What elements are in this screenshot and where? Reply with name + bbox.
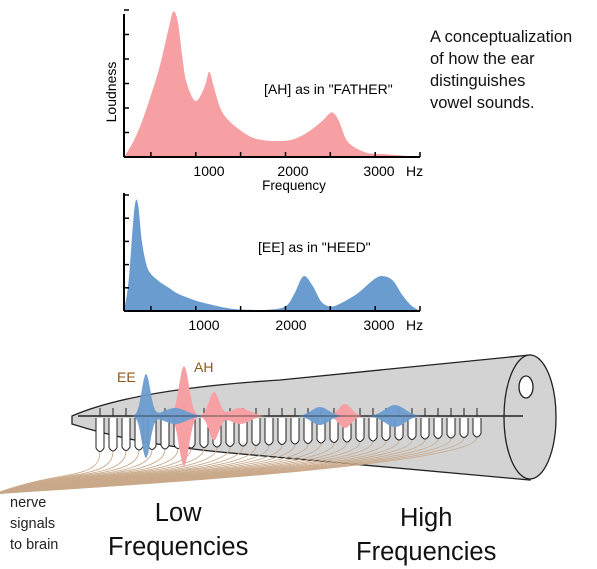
hair-cells	[95, 408, 482, 452]
high-frequencies-label: High Frequencies	[356, 501, 496, 569]
caption-line: distinguishes	[430, 72, 526, 90]
ah-ylabel: Loudness	[103, 62, 119, 123]
nerve-fibers	[0, 437, 478, 494]
hair-cell	[420, 418, 430, 440]
ee-tick-label-3000: 3000	[363, 317, 394, 333]
caption-line: A conceptualization	[430, 28, 573, 46]
low-label-line: Low	[154, 499, 202, 527]
ah-tick-label-1000: 1000	[193, 163, 224, 179]
low-frequencies-label: Low Frequencies	[108, 496, 248, 564]
hair-cell	[225, 418, 235, 447]
hair-cell	[277, 418, 287, 445]
hair-cell	[446, 418, 456, 439]
diagram-caption: A conceptualization of how the ear disti…	[430, 26, 595, 114]
hair-cell	[433, 418, 443, 439]
hair-cell	[251, 418, 261, 446]
hair-cell	[121, 418, 131, 451]
hair-cell	[95, 418, 105, 452]
ah-x-ticks	[150, 152, 421, 157]
high-label-line: Frequencies	[356, 538, 497, 566]
ah-spectrum-area	[124, 11, 420, 158]
ah-spectrum-chart: Loudness Frequency 1000 2000 3000 Hz [AH…	[103, 9, 423, 193]
hair-cell	[459, 418, 469, 438]
nerve-label-line: nerve	[10, 495, 47, 511]
ee-tick-label-1000: 1000	[188, 317, 219, 333]
hair-cell	[368, 418, 378, 442]
ah-xlabel: Frequency	[262, 178, 326, 193]
ah-vowel-label: [AH] as in "FATHER"	[264, 81, 393, 97]
ah-tick-label-3000: 3000	[363, 163, 394, 179]
nerve-fiber	[0, 447, 218, 493]
ah-tick-label-2000: 2000	[277, 163, 308, 179]
caption-line: vowel sounds.	[430, 94, 535, 112]
oval-window-icon	[518, 375, 534, 399]
hair-cell	[472, 418, 482, 438]
uncoiled-cochlea: EE AH	[0, 354, 557, 494]
ee-spectrum-chart: 1000 2000 3000 Hz [EE] as in "HEED"	[123, 193, 423, 333]
ee-unit: Hz	[406, 317, 423, 333]
ee-response-label: EE	[117, 369, 136, 385]
hair-cell	[108, 418, 118, 452]
ee-vowel-label: [EE] as in "HEED"	[258, 239, 371, 255]
cochlea-end-cap	[503, 354, 557, 480]
nerve-signals-label: nerve signals to brain	[10, 493, 58, 556]
nerve-fiber	[0, 437, 478, 494]
hair-cell	[355, 418, 365, 442]
high-label-line: High	[399, 504, 453, 532]
caption-line: of how the ear	[430, 50, 535, 68]
nerve-label-line: signals	[10, 516, 56, 532]
hair-cell	[303, 418, 313, 444]
nerve-fiber	[0, 448, 179, 493]
hair-cell	[199, 418, 209, 448]
hair-cell	[290, 418, 300, 445]
nerve-fiber	[0, 446, 231, 493]
hair-cell	[407, 418, 417, 440]
hair-cell	[264, 418, 274, 446]
nerve-label-line: to brain	[10, 537, 59, 553]
ee-y-ticks	[124, 194, 129, 289]
hair-cell	[160, 418, 170, 450]
ee-x-ticks	[150, 306, 421, 311]
low-label-line: Frequencies	[108, 533, 249, 561]
ah-response-label: AH	[194, 359, 213, 375]
ah-unit: Hz	[406, 163, 423, 179]
hair-cell	[329, 418, 339, 443]
ee-spectrum-area	[124, 199, 420, 311]
ah-y-ticks	[124, 9, 129, 134]
nerve-fiber	[0, 447, 205, 493]
hair-cell	[238, 418, 248, 447]
ee-tick-label-2000: 2000	[275, 317, 306, 333]
